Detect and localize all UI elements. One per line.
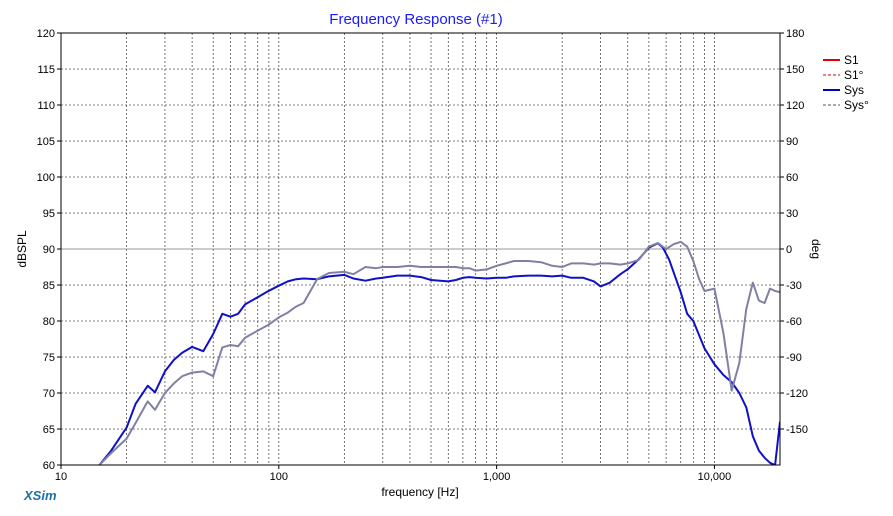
y-left-tick-label: 120	[37, 28, 55, 40]
x-tick-label: 10,000	[698, 471, 732, 483]
y-left-tick-label: 80	[43, 316, 55, 328]
x-tick-label: 1,000	[483, 471, 511, 483]
y-left-tick-label: 85	[43, 280, 55, 292]
y-axis-left-title: dBSPL	[15, 230, 29, 268]
y-left-tick-label: 95	[43, 208, 55, 220]
series-line-sysphase	[98, 240, 780, 465]
y-left-tick-label: 65	[43, 424, 55, 436]
y-left-tick-label: 75	[43, 352, 55, 364]
legend-label: S1°	[844, 68, 864, 82]
y-left-tick-label: 100	[37, 172, 55, 184]
legend-label: Sys	[844, 83, 864, 97]
x-tick-label: 100	[270, 471, 288, 483]
chart-title: Frequency Response (#1)	[329, 11, 502, 28]
y-left-tick-label: 115	[37, 64, 55, 76]
y-left-tick-label: 90	[43, 244, 55, 256]
x-tick-label: 10	[55, 471, 67, 483]
y-right-tick-label: 90	[786, 136, 798, 148]
legend-label: S1	[844, 53, 859, 67]
xsim-logo: XSim	[23, 488, 57, 503]
y-right-tick-label: 0	[786, 244, 792, 256]
y-left-tick-label: 105	[37, 136, 55, 148]
legend-label: Sys°	[844, 98, 869, 112]
y-right-tick-label: -150	[786, 424, 808, 436]
y-right-tick-label: -30	[786, 280, 802, 292]
y-left-tick-label: 70	[43, 388, 55, 400]
y-right-tick-label: -60	[786, 316, 802, 328]
x-axis-title: frequency [Hz]	[381, 485, 458, 499]
y-right-tick-label: 180	[786, 28, 804, 40]
y-right-tick-label: -90	[786, 352, 802, 364]
y-right-tick-label: 30	[786, 208, 798, 220]
y-right-tick-label: -120	[786, 388, 808, 400]
y-left-tick-label: 60	[43, 460, 55, 472]
series-line-sys	[98, 242, 780, 465]
y-right-tick-label: 60	[786, 172, 798, 184]
y-right-tick-label: 150	[786, 64, 804, 76]
y-axis-right-title: deg	[809, 239, 823, 259]
y-right-tick-label: 120	[786, 100, 804, 112]
y-left-tick-label: 110	[37, 100, 55, 112]
